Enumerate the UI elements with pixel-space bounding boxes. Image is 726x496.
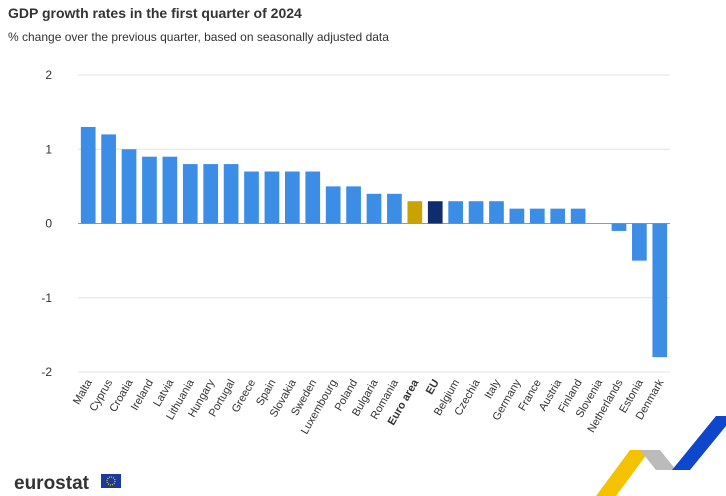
bar <box>489 201 504 224</box>
bar <box>142 156 157 224</box>
bar <box>468 201 484 224</box>
bar <box>284 171 300 224</box>
bar <box>387 193 402 224</box>
bar <box>427 201 443 224</box>
bar <box>550 208 566 224</box>
decoration <box>596 416 726 496</box>
y-tick-label: 2 <box>45 68 52 82</box>
bar <box>121 149 137 224</box>
y-tick-label: -1 <box>41 291 52 305</box>
bar <box>632 223 647 261</box>
logo: eurostat <box>14 473 90 494</box>
bar <box>223 164 239 224</box>
chart-title: GDP growth rates in the first quarter of… <box>8 5 302 21</box>
bar <box>244 171 259 224</box>
bar <box>570 208 586 224</box>
bar <box>346 186 361 224</box>
bar <box>407 201 423 224</box>
y-tick-label: 1 <box>45 142 52 156</box>
x-tick-label: EU <box>424 377 442 396</box>
x-tick-label: Italy <box>483 377 504 401</box>
bar <box>101 134 116 224</box>
bar <box>366 193 382 224</box>
bar <box>611 223 627 231</box>
chart-subtitle: % change over the previous quarter, base… <box>8 30 389 44</box>
bar <box>529 208 545 224</box>
bar <box>448 201 464 224</box>
bar <box>264 171 280 224</box>
plot: -2-1012MaltaCyprusCroatiaIrelandLatviaLi… <box>41 68 670 436</box>
bar <box>652 223 668 358</box>
bar <box>162 156 178 224</box>
bar <box>305 171 321 224</box>
y-tick-label: -2 <box>41 365 52 379</box>
bar <box>325 186 341 224</box>
bar <box>509 208 525 224</box>
bar <box>80 126 96 224</box>
bar <box>203 164 219 224</box>
bar <box>182 164 198 224</box>
eu-flag <box>101 474 121 488</box>
y-tick-label: 0 <box>45 217 52 231</box>
